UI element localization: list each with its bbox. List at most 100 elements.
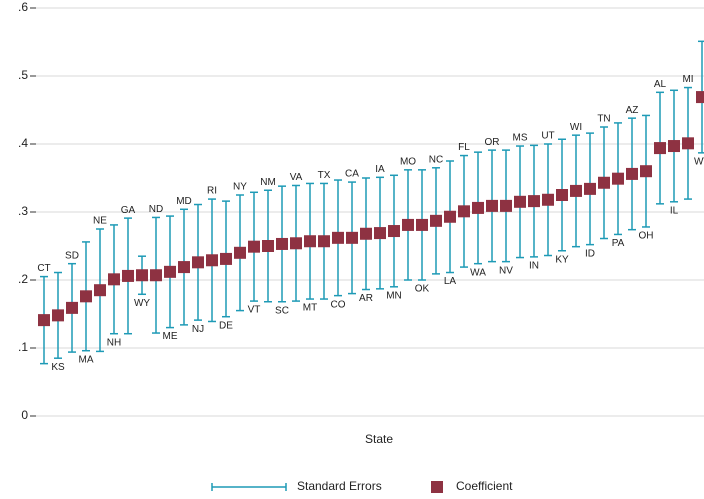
coefficient-marker — [80, 290, 92, 303]
coefficient-marker — [528, 195, 540, 208]
state-label: VT — [248, 305, 261, 316]
state-label: WA — [470, 267, 486, 278]
coefficient-marker — [668, 140, 680, 153]
coefficient-marker — [66, 301, 78, 314]
state-label: MI — [682, 74, 693, 85]
coefficient-marker — [598, 176, 610, 189]
state-label: NH — [107, 337, 121, 348]
state-label: IL — [670, 205, 679, 216]
coefficient-marker — [38, 314, 50, 327]
state-label: NY — [233, 182, 247, 193]
state-label: WI — [570, 122, 582, 133]
state-label: NV — [499, 265, 513, 276]
coefficient-marker — [682, 137, 694, 150]
coefficient-marker — [388, 225, 400, 238]
state-label: LA — [444, 276, 457, 287]
legend-marker — [431, 481, 443, 493]
state-label: CT — [37, 263, 50, 274]
state-label: GA — [121, 205, 136, 216]
y-tick-label: .2 — [18, 272, 28, 286]
coefficient-marker — [304, 235, 316, 248]
y-tick-label: .4 — [18, 136, 28, 150]
legend-label: Standard Errors — [297, 479, 382, 493]
coefficient-marker — [626, 167, 638, 180]
coefficient-marker — [458, 205, 470, 218]
state-label: TX — [318, 170, 331, 181]
state-label: UT — [541, 131, 554, 142]
state-label: NM — [260, 177, 276, 188]
x-axis-label: State — [365, 432, 393, 446]
state-label: WY — [134, 298, 150, 309]
state-label: ME — [163, 331, 178, 342]
coefficient-marker — [318, 235, 330, 248]
state-label: DE — [219, 320, 233, 331]
state-label: OK — [415, 284, 430, 295]
state-label: IA — [375, 164, 385, 175]
coefficient-marker — [374, 227, 386, 240]
state-label: MN — [386, 290, 402, 301]
coefficient-marker — [220, 252, 232, 265]
coefficient-marker — [430, 214, 442, 227]
state-label: WV — [694, 156, 704, 167]
state-label: FL — [458, 142, 470, 153]
coefficient-marker — [52, 309, 64, 322]
state-label: CA — [345, 169, 359, 180]
state-label: MD — [176, 196, 192, 207]
coefficient-marker — [402, 218, 414, 231]
state-label: NE — [93, 216, 107, 227]
y-tick-label: .5 — [18, 68, 28, 82]
state-label: AZ — [626, 105, 639, 116]
state-label: OR — [485, 137, 500, 148]
coefficient-marker — [472, 201, 484, 214]
legend-label: Coefficient — [456, 479, 513, 493]
state-label: NJ — [192, 324, 204, 335]
state-label: CO — [331, 299, 346, 310]
state-label: RI — [207, 186, 217, 197]
state-label: OH — [639, 231, 654, 242]
coefficient-marker — [346, 231, 358, 244]
y-tick-label: 0 — [21, 408, 28, 422]
coefficient-marker — [444, 210, 456, 223]
state-label: IN — [529, 261, 539, 272]
coefficient-marker — [136, 269, 148, 282]
coefficient-marker — [192, 256, 204, 269]
coefficient-marker — [612, 172, 624, 185]
y-tick-label: .1 — [18, 340, 28, 354]
coefficient-marker — [640, 165, 652, 178]
coefficient-marker — [360, 227, 372, 240]
coefficient-marker — [206, 254, 218, 267]
coefficient-marker — [178, 261, 190, 274]
state-label: MS — [513, 133, 528, 144]
state-label: SC — [275, 305, 289, 316]
state-label: PA — [612, 238, 625, 249]
state-label: MA — [79, 354, 94, 365]
state-label: ND — [149, 204, 163, 215]
coefficient-marker — [290, 237, 302, 250]
coefficient-marker — [262, 240, 274, 252]
coefficient-marker — [542, 193, 554, 206]
coefficient-marker — [108, 273, 120, 286]
coefficient-marker — [696, 91, 704, 104]
coefficient-marker — [584, 182, 596, 195]
state-label: AR — [359, 293, 373, 304]
state-label: KS — [51, 362, 65, 373]
y-tick-label: .3 — [18, 204, 28, 218]
coefficient-marker — [94, 284, 106, 297]
coefficient-marker — [500, 199, 512, 212]
coefficient-marker — [234, 246, 246, 259]
coefficient-marker — [150, 269, 162, 282]
coefficient-marker — [486, 199, 498, 212]
coefficient-marker — [514, 195, 526, 208]
coefficient-marker — [416, 218, 428, 231]
state-label: TN — [597, 114, 610, 125]
coefficient-marker — [332, 231, 344, 244]
coefficient-marker — [570, 184, 582, 197]
state-label: MT — [303, 303, 317, 314]
coefficient-marker — [122, 269, 134, 282]
state-label: KY — [555, 254, 569, 265]
coefficient-marker — [556, 189, 568, 201]
coefficient-marker — [654, 142, 666, 155]
state-label: AL — [654, 79, 667, 90]
state-label: NC — [429, 154, 443, 165]
coefficient-marker — [164, 265, 176, 278]
